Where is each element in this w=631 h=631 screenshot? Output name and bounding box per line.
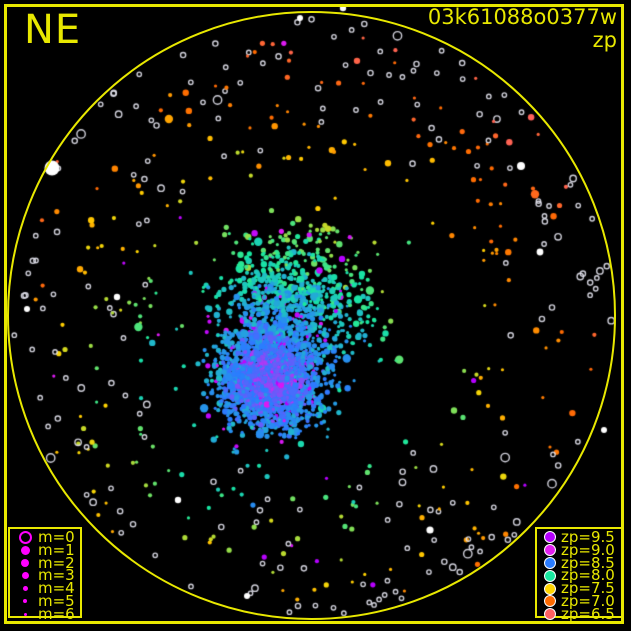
- zeropoint-swatch-icon: [539, 608, 561, 621]
- zeropoint-legend-label: zp=8.5: [561, 553, 615, 572]
- zeropoint-swatch-icon: [539, 544, 561, 557]
- magnitude-legend-row: m=1: [12, 540, 80, 559]
- magnitude-legend-row: m=2: [12, 553, 80, 572]
- magnitude-legend-label: m=5: [38, 591, 75, 610]
- zeropoint-legend-label: zp=7.5: [561, 579, 615, 598]
- image-id-block: 03k61088o0377w zp: [428, 6, 617, 52]
- magnitude-legend-label: m=1: [38, 540, 75, 559]
- zeropoint-swatch-icon: [539, 531, 561, 544]
- magnitude-legend: m=0 m=1 m=2 m=3 m=4 m=5 m=6: [8, 527, 82, 623]
- magnitude-marker-icon: [12, 612, 38, 616]
- magnitude-marker-icon: [12, 586, 38, 592]
- zeropoint-legend-label: zp=9.5: [561, 527, 615, 546]
- magnitude-legend-label: m=6: [38, 604, 75, 623]
- magnitude-marker-icon: [12, 599, 38, 604]
- zeropoint-legend-label: zp=9.0: [561, 540, 615, 559]
- magnitude-marker-icon: [12, 558, 38, 567]
- zeropoint-swatch-icon: [539, 556, 561, 569]
- zeropoint-legend-row: zp=8.0: [539, 566, 621, 585]
- zeropoint-legend-row: zp=7.5: [539, 579, 621, 598]
- magnitude-legend-row: m=0: [12, 527, 80, 546]
- magnitude-legend-row: m=5: [12, 591, 80, 610]
- magnitude-legend-label: m=0: [38, 527, 75, 546]
- zeropoint-legend-row: zp=6.5: [539, 604, 621, 623]
- zeropoint-legend-label: zp=8.0: [561, 566, 615, 585]
- zeropoint-swatch-icon: [539, 582, 561, 595]
- zeropoint-swatch-icon: [539, 595, 561, 608]
- magnitude-legend-label: m=3: [38, 566, 75, 585]
- magnitude-legend-label: m=4: [38, 579, 75, 598]
- magnitude-legend-row: m=4: [12, 579, 80, 598]
- zeropoint-legend-row: zp=7.0: [539, 591, 621, 610]
- orientation-label: NE: [24, 7, 82, 53]
- mode-label: zp: [592, 28, 617, 52]
- magnitude-legend-row: m=3: [12, 566, 80, 585]
- image-id-text: 03k61088o0377w: [427, 5, 617, 29]
- zeropoint-legend-row: zp=9.0: [539, 540, 621, 559]
- magnitude-marker-icon: [12, 572, 38, 580]
- zeropoint-legend-row: zp=9.5: [539, 527, 621, 546]
- zeropoint-legend-label: zp=7.0: [561, 591, 615, 610]
- magnitude-legend-row: m=6: [12, 604, 80, 623]
- zeropoint-legend-row: zp=8.5: [539, 553, 621, 572]
- zeropoint-legend: zp=9.5 zp=9.0 zp=8.5 zp=8.0 zp=7.5 zp=7.0 zp=6…: [535, 527, 623, 623]
- magnitude-marker-icon: [12, 530, 38, 544]
- magnitude-marker-icon: [12, 545, 38, 555]
- zeropoint-legend-label: zp=6.5: [561, 604, 615, 623]
- magnitude-legend-label: m=2: [38, 553, 75, 572]
- zeropoint-swatch-icon: [539, 569, 561, 582]
